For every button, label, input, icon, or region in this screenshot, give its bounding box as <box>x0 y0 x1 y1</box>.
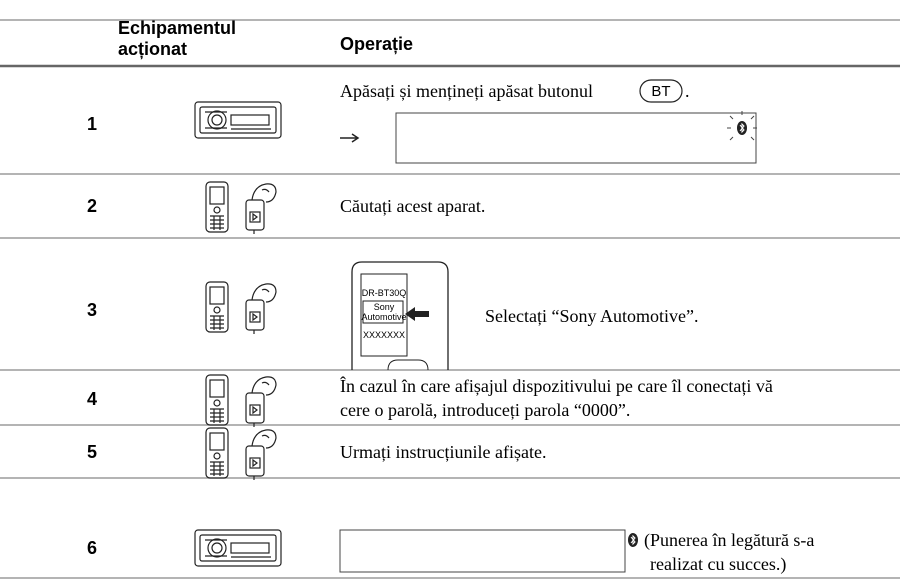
step-number: 6 <box>87 538 97 558</box>
step-number: 5 <box>87 442 97 462</box>
display <box>395 112 757 164</box>
step-number: 1 <box>87 114 97 134</box>
operation-text: În cazul în care afișajul dispozitivului… <box>340 375 773 396</box>
header-device: acționat <box>118 39 187 59</box>
car-stereo-icon <box>194 529 282 567</box>
operation-text: (Punerea în legătură s-a <box>644 530 814 551</box>
blink-rays <box>727 111 757 141</box>
phone-key <box>387 359 429 371</box>
device-icons <box>205 374 277 428</box>
step-number: 4 <box>87 389 97 409</box>
operation-text: Apăsați și mențineți apăsat butonul <box>340 81 593 101</box>
operation-text: cere o parolă, introduceți parola “0000”… <box>340 400 630 420</box>
button-symbol <box>639 79 683 103</box>
operation-text: Căutați acest aparat. <box>340 196 485 216</box>
step-number: 2 <box>87 196 97 216</box>
step-number: 3 <box>87 300 97 320</box>
operation-text: Urmați instrucțiunile afișate. <box>340 442 546 462</box>
operation-text: . <box>685 81 690 101</box>
device-icons <box>205 181 277 235</box>
screen-text: XXXXXXX <box>363 330 405 340</box>
header-operation: Operație <box>340 34 413 54</box>
screen-text: Sony <box>374 302 395 312</box>
device-icons <box>205 281 277 335</box>
arrow <box>340 133 360 143</box>
operation-text: realizat cu succes.) <box>650 554 786 575</box>
pointer-arrow <box>405 307 429 321</box>
operation-text: Selectați “Sony Automotive”. <box>485 306 698 326</box>
header-device: Echipamentul <box>118 18 236 38</box>
car-stereo-icon <box>194 101 282 139</box>
selection <box>362 300 404 324</box>
screen-text: DR-BT30Q <box>362 288 407 298</box>
bluetooth-icon <box>627 532 639 548</box>
button-label: BT <box>651 83 670 100</box>
screen-text: Automotive <box>361 312 406 322</box>
phone-outline <box>351 261 449 370</box>
bluetooth-icon <box>736 120 748 136</box>
device-icons <box>205 427 277 481</box>
display <box>339 529 626 573</box>
